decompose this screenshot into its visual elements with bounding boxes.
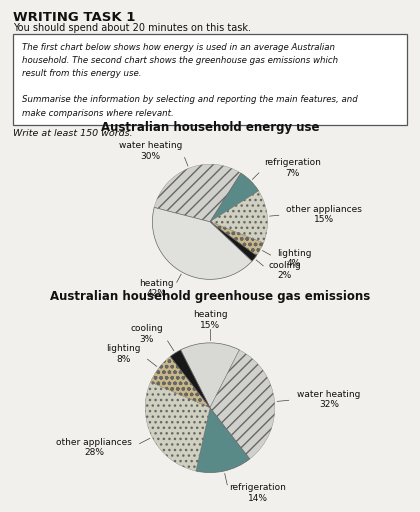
Text: heating
42%: heating 42% [139, 279, 173, 298]
Wedge shape [210, 222, 257, 261]
Text: household. The second chart shows the greenhouse gas emissions which: household. The second chart shows the gr… [23, 56, 339, 65]
Wedge shape [210, 350, 275, 459]
Text: water heating
32%: water heating 32% [297, 390, 360, 409]
Text: You should spend about 20 minutes on this task.: You should spend about 20 minutes on thi… [13, 23, 251, 33]
Wedge shape [210, 191, 268, 243]
Text: refrigeration
14%: refrigeration 14% [229, 483, 286, 503]
Title: Australian household greenhouse gas emissions: Australian household greenhouse gas emis… [50, 290, 370, 303]
Text: water heating
30%: water heating 30% [118, 141, 182, 161]
Wedge shape [210, 173, 259, 222]
Text: Write at least 150 words.: Write at least 150 words. [13, 129, 132, 138]
Text: other appliances
15%: other appliances 15% [286, 205, 362, 224]
Wedge shape [196, 408, 250, 473]
Wedge shape [154, 164, 241, 222]
Text: The first chart below shows how energy is used in an average Australian: The first chart below shows how energy i… [23, 42, 336, 52]
Text: cooling
2%: cooling 2% [268, 261, 301, 280]
Text: refrigeration
7%: refrigeration 7% [264, 158, 320, 178]
Text: Summarise the information by selecting and reporting the main features, and: Summarise the information by selecting a… [23, 95, 358, 104]
Wedge shape [145, 382, 210, 471]
Wedge shape [150, 356, 210, 408]
Wedge shape [181, 343, 239, 408]
Text: lighting
8%: lighting 8% [106, 345, 141, 364]
FancyBboxPatch shape [13, 34, 407, 125]
Text: heating
15%: heating 15% [193, 310, 227, 330]
Text: lighting
4%: lighting 4% [277, 249, 311, 268]
Text: make comparisons where relevant.: make comparisons where relevant. [23, 109, 174, 118]
Text: result from this energy use.: result from this energy use. [23, 69, 142, 78]
Wedge shape [152, 207, 252, 280]
Text: cooling
3%: cooling 3% [130, 324, 163, 344]
Text: WRITING TASK 1: WRITING TASK 1 [13, 11, 135, 24]
Wedge shape [170, 350, 210, 408]
Wedge shape [210, 222, 264, 255]
Title: Australian household energy use: Australian household energy use [101, 121, 319, 134]
Text: other appliances
28%: other appliances 28% [56, 438, 132, 457]
